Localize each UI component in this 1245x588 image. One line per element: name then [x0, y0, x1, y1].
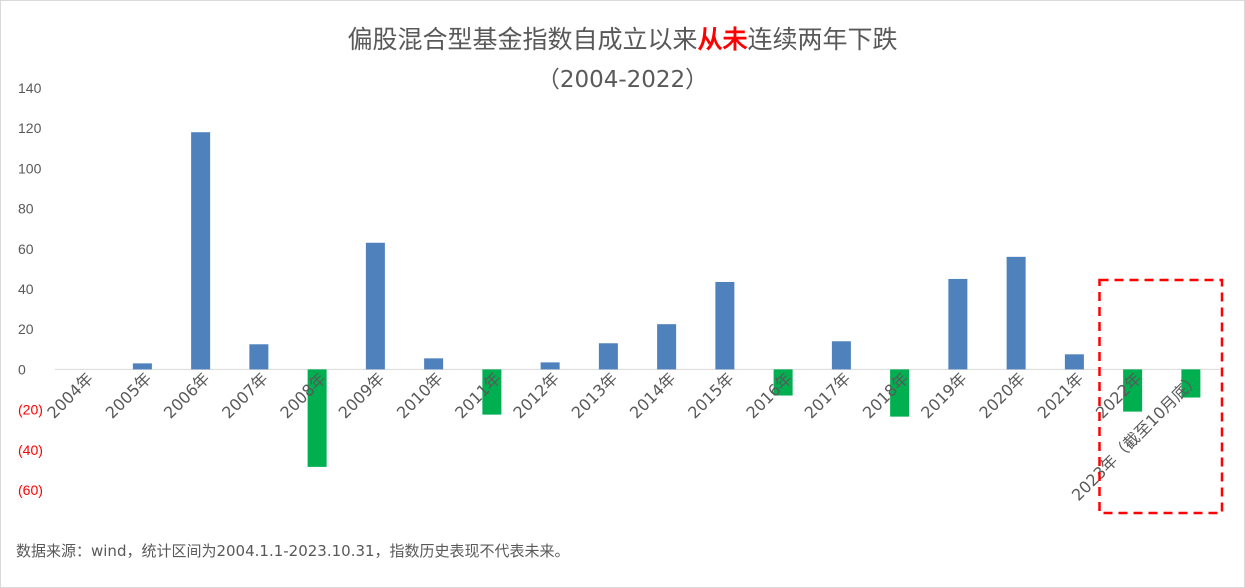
x-category-label: 2016年 — [742, 369, 796, 423]
bar — [598, 343, 618, 370]
bar — [482, 369, 502, 415]
x-category-label: 2013年 — [568, 369, 622, 423]
bar — [1181, 369, 1201, 398]
title-part2: 连续两年下跌 — [747, 25, 898, 54]
x-category-label: 2004年 — [43, 369, 97, 423]
chart-title: 偏股混合型基金指数自成立以来从未连续两年下跌 — [0, 20, 1245, 56]
chart-subtitle: （2004-2022） — [536, 67, 709, 93]
x-category-label: 2019年 — [917, 369, 971, 423]
y-tick-label: 140 — [18, 80, 42, 96]
x-category-label: 2015年 — [684, 369, 738, 423]
bar — [1064, 354, 1084, 370]
y-tick-label: (60) — [18, 482, 43, 498]
bar — [831, 341, 851, 370]
bar — [657, 324, 677, 370]
bar — [773, 369, 793, 396]
bar — [249, 344, 269, 370]
bar — [132, 363, 152, 370]
bar — [307, 369, 327, 467]
x-category-label: 2006年 — [160, 369, 214, 423]
bar — [191, 132, 211, 370]
x-category-label: 2017年 — [801, 369, 855, 423]
x-category-label: 2010年 — [393, 369, 447, 423]
bar — [540, 362, 560, 370]
y-tick-label: 120 — [18, 120, 42, 136]
title-highlight: 从未 — [697, 25, 748, 54]
bar — [715, 281, 735, 370]
y-tick-label: (40) — [18, 442, 43, 458]
bar — [948, 278, 968, 370]
bar — [1123, 369, 1143, 412]
bar — [890, 369, 910, 417]
title-part1: 偏股混合型基金指数自成立以来 — [347, 25, 698, 54]
bar — [365, 242, 385, 370]
x-category-label: 2007年 — [218, 369, 272, 423]
x-category-label: 2014年 — [626, 369, 680, 423]
y-tick-label: 0 — [18, 361, 26, 377]
y-tick-label: 60 — [18, 241, 34, 257]
bar — [424, 358, 444, 370]
y-tick-label: 100 — [18, 160, 42, 176]
y-tick-label: 20 — [18, 321, 34, 337]
y-tick-label: 80 — [18, 201, 34, 217]
x-category-label: 2009年 — [335, 369, 389, 423]
x-category-label: 2005年 — [102, 369, 156, 423]
x-category-label: 2021年 — [1034, 369, 1088, 423]
y-tick-label: (20) — [18, 402, 43, 418]
bar — [1006, 256, 1026, 370]
x-category-label: 2012年 — [509, 369, 563, 423]
y-tick-label: 40 — [18, 281, 34, 297]
highlight-box — [1098, 278, 1224, 515]
x-category-label: 2020年 — [975, 369, 1029, 423]
source-note: 数据来源：wind，统计区间为2004.1.1-2023.10.31，指数历史表… — [16, 542, 570, 560]
